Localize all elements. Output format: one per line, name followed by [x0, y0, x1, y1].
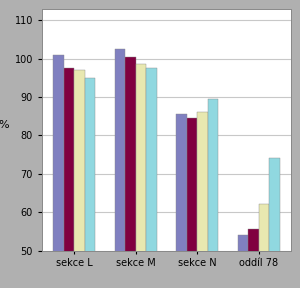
Bar	[248, 230, 259, 288]
Bar	[208, 99, 218, 288]
Y-axis label: %: %	[0, 120, 9, 130]
Bar	[74, 70, 85, 288]
Bar	[176, 114, 187, 288]
Bar	[136, 64, 146, 288]
Bar	[115, 49, 125, 288]
Bar	[269, 158, 280, 288]
Bar	[64, 68, 74, 288]
Bar	[259, 204, 269, 288]
Bar	[146, 68, 157, 288]
Bar	[197, 112, 208, 288]
Bar	[238, 235, 248, 288]
Bar	[187, 118, 197, 288]
Bar	[85, 78, 95, 288]
Bar	[125, 57, 136, 288]
Bar	[53, 55, 64, 288]
